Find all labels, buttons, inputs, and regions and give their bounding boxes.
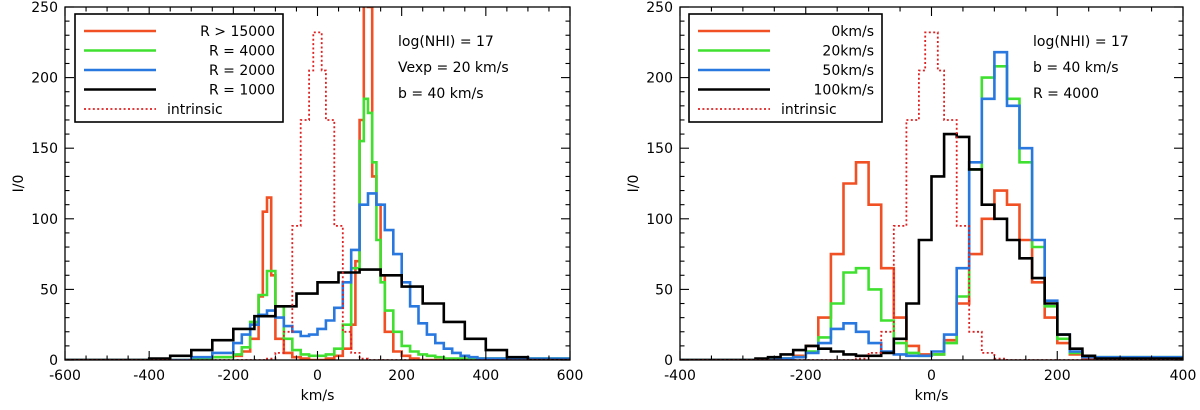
x-tick-label: 200 — [388, 368, 415, 384]
series-line — [680, 132, 1183, 360]
x-tick-label: 0 — [313, 368, 322, 384]
y-tick-label: 200 — [646, 71, 673, 87]
annotation: b = 40 km/s — [1033, 60, 1119, 76]
legend-label: 20km/s — [822, 44, 874, 60]
x-tick-label: 600 — [557, 368, 584, 384]
x-tick-label: -200 — [217, 368, 249, 384]
x-tick-label: 0 — [927, 368, 936, 384]
y-tick-label: 50 — [655, 282, 673, 298]
legend-label: R = 1000 — [209, 83, 275, 99]
y-tick-label: 100 — [31, 212, 58, 228]
y-axis-label: I/0 — [626, 175, 642, 193]
legend-label: 50km/s — [822, 63, 874, 79]
legend-label: R = 2000 — [209, 63, 275, 79]
legend-label: R > 15000 — [200, 24, 275, 40]
x-tick-label: -400 — [133, 368, 165, 384]
y-tick-label: 250 — [31, 0, 58, 16]
series-line — [65, 31, 570, 360]
y-tick-label: 0 — [664, 353, 673, 369]
x-axis-label: km/s — [915, 388, 949, 404]
y-tick-label: 250 — [646, 0, 673, 16]
series-group — [65, 7, 570, 360]
legend-label: intrinsic — [167, 102, 223, 118]
annotation: log(NHI) = 17 — [1033, 34, 1129, 50]
legend-label: intrinsic — [781, 102, 837, 118]
legend-label: 100km/s — [814, 83, 874, 99]
annotation: log(NHI) = 17 — [398, 34, 494, 50]
series-line — [65, 268, 570, 360]
x-tick-label: -600 — [49, 368, 81, 384]
y-tick-label: 100 — [646, 212, 673, 228]
legend-label: R = 4000 — [209, 44, 275, 60]
x-tick-label: 400 — [472, 368, 499, 384]
legend: R > 15000 R = 4000 R = 2000 R = 1000 intrins… — [74, 13, 284, 123]
x-tick-label: 200 — [1044, 368, 1071, 384]
annotation: Vexp = 20 km/s — [398, 60, 509, 76]
x-axis-label: km/s — [301, 388, 335, 404]
x-tick-label: -400 — [664, 368, 696, 384]
x-tick-label: 400 — [1170, 368, 1197, 384]
legend: 0km/s 20km/s 50km/s 100km/s intrinsic — [688, 13, 883, 123]
series-line — [65, 97, 570, 360]
series-line — [680, 31, 1183, 360]
series-group — [680, 31, 1183, 360]
x-tick-label: -200 — [790, 368, 822, 384]
series-line — [680, 50, 1183, 360]
series-line — [65, 192, 570, 360]
y-tick-label: 50 — [40, 282, 58, 298]
y-tick-label: 0 — [49, 353, 58, 369]
legend-label: 0km/s — [831, 24, 874, 40]
y-tick-label: 150 — [646, 141, 673, 157]
annotation: R = 4000 — [1033, 86, 1099, 102]
y-tick-label: 200 — [31, 71, 58, 87]
left-panel: -600 -400 -200 0 200 400 600 0 50 100 150 200 250 km/… — [11, 0, 583, 404]
y-axis-label: I/0 — [11, 175, 27, 193]
y-tick-label: 150 — [31, 141, 58, 157]
right-panel: -400 -200 0 200 400 0 50 100 150 200 250 km/s I/0 0km… — [626, 0, 1196, 404]
annotation: b = 40 km/s — [398, 86, 484, 102]
